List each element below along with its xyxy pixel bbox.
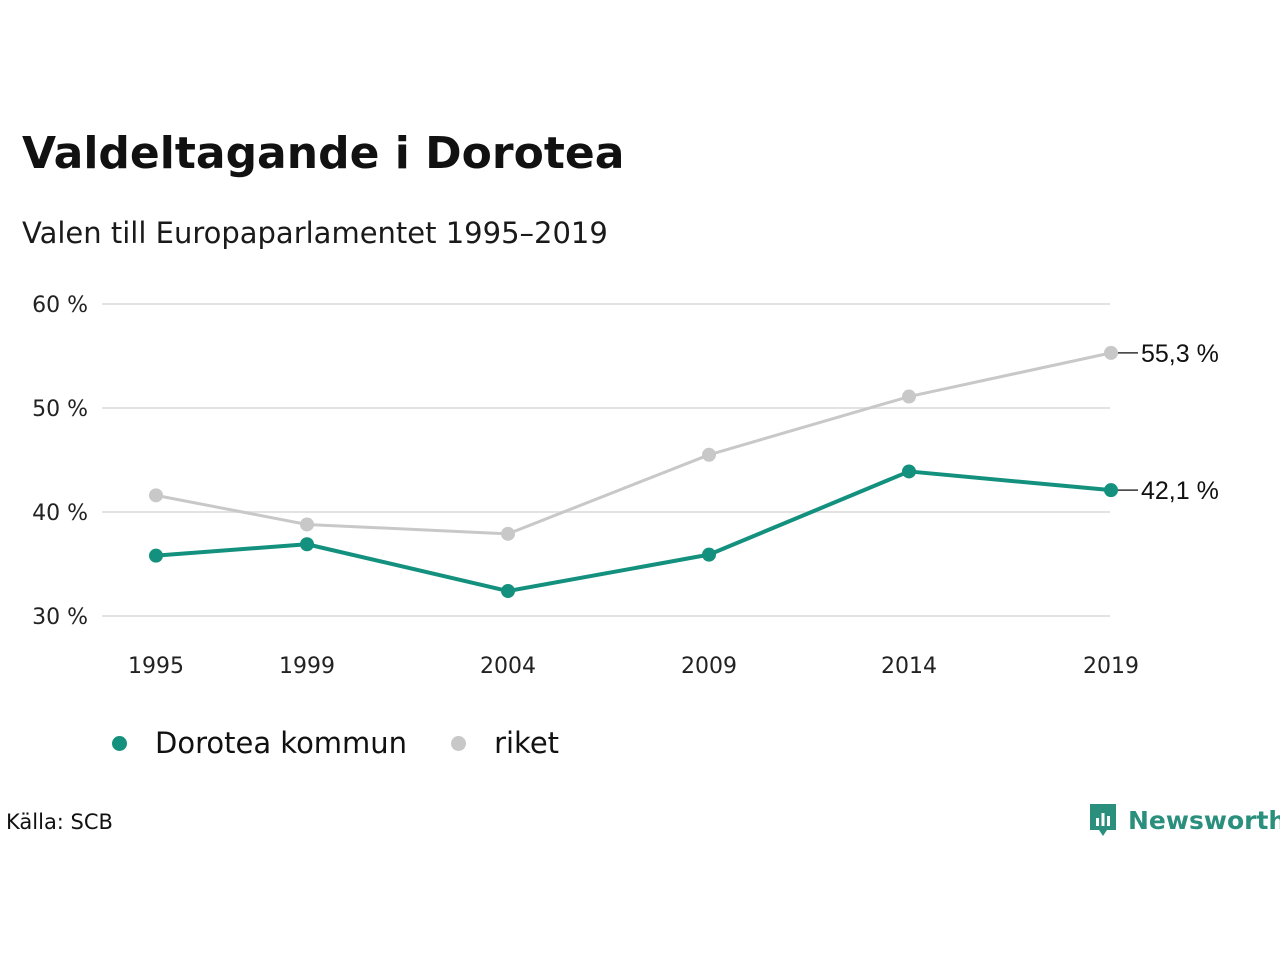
data-point	[300, 517, 314, 532]
line-chart: 30 % 40 % 50 % 60 % 1995 1999 2004 2009 2014 201…	[32, 293, 1219, 679]
data-point	[702, 447, 716, 462]
data-point	[149, 488, 163, 503]
x-tick-label: 1995	[128, 654, 184, 679]
y-tick-label: 50 %	[32, 397, 88, 422]
x-tick-label: 2014	[881, 654, 937, 679]
source-note: Källa: SCB	[6, 810, 113, 834]
data-point	[902, 389, 916, 404]
data-point	[300, 537, 314, 552]
newsworthy-logo-icon	[1090, 804, 1116, 836]
gridlines	[102, 303, 1110, 617]
data-point	[1104, 483, 1118, 498]
data-point	[149, 548, 163, 563]
chart-subtitle: Valen till Europaparlamentet 1995–2019	[22, 216, 608, 250]
legend-label-riket: riket	[494, 726, 560, 760]
end-value-label: 42,1 %	[1141, 477, 1219, 505]
brand-name: Newsworthy	[1128, 805, 1280, 835]
data-point	[501, 526, 515, 541]
x-tick-label: 1999	[279, 654, 335, 679]
y-tick-label: 30 %	[32, 605, 88, 630]
legend-dot-dorotea	[112, 735, 127, 751]
legend-item-riket: riket	[451, 726, 559, 760]
series: 55,3 % 42,1 %	[149, 340, 1219, 599]
y-tick-label: 60 %	[32, 293, 88, 318]
series-riket: 55,3 %	[149, 340, 1219, 541]
legend-dot-riket	[451, 735, 467, 751]
chart-title: Valdeltagande i Dorotea	[22, 128, 625, 179]
x-axis-ticks: 1995 1999 2004 2009 2014 2019	[128, 654, 1139, 679]
series-dorotea: 42,1 %	[149, 464, 1219, 599]
x-tick-label: 2009	[681, 654, 737, 679]
x-tick-label: 2004	[480, 654, 536, 679]
series-line	[155, 469, 1112, 594]
legend-item-dorotea: Dorotea kommun	[112, 726, 407, 760]
series-line	[155, 351, 1112, 536]
y-tick-label: 40 %	[32, 501, 88, 526]
y-axis-ticks: 30 % 40 % 50 % 60 %	[32, 293, 88, 630]
x-tick-label: 2019	[1083, 654, 1139, 679]
data-point	[902, 464, 916, 479]
legend: Dorotea kommun riket	[112, 726, 603, 760]
data-point	[702, 547, 716, 562]
end-value-label: 55,3 %	[1141, 340, 1219, 368]
data-point	[501, 584, 515, 599]
brand: Newsworthy	[1088, 802, 1280, 838]
legend-label-dorotea: Dorotea kommun	[155, 726, 408, 760]
data-point	[1104, 345, 1118, 360]
